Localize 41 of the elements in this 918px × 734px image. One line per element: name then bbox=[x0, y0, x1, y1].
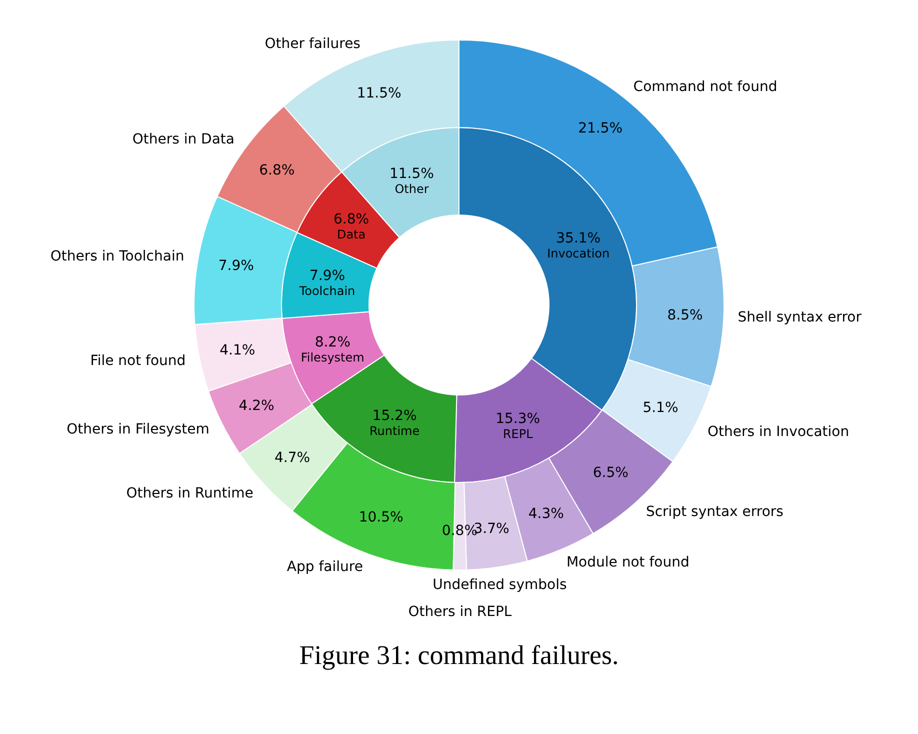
slice-label: REPL bbox=[502, 427, 534, 442]
slice-label: App failure bbox=[286, 558, 363, 575]
text: Figure 31: command failures. bbox=[298, 640, 620, 671]
slice-label: Runtime bbox=[370, 424, 420, 438]
slice-label: Others in Toolchain bbox=[50, 248, 184, 265]
data-label: 4.3% bbox=[528, 506, 564, 522]
data-label: 4.7% bbox=[274, 450, 310, 466]
slice-label: Other bbox=[394, 182, 429, 196]
data-label: 5.1% bbox=[642, 400, 678, 416]
data-label: 6.5% bbox=[592, 464, 628, 481]
data-label: 6.8% bbox=[259, 162, 295, 179]
data-label: 8.2% bbox=[314, 334, 350, 351]
data-label: 4.1% bbox=[220, 342, 256, 358]
slice-label: Others in Data bbox=[132, 131, 234, 148]
slice-label: Filesystem bbox=[300, 350, 364, 365]
data-label: 7.9% bbox=[309, 268, 346, 284]
slice-label: Invocation bbox=[547, 246, 610, 261]
slice-label: Others in Runtime bbox=[126, 486, 254, 502]
data-label: 35.1% bbox=[556, 230, 601, 247]
slice-label: Module not found bbox=[566, 554, 690, 570]
data-label: 8.5% bbox=[667, 307, 703, 324]
slice-label: Shell syntax error bbox=[738, 310, 862, 326]
slice-label: Others in Invocation bbox=[707, 424, 850, 440]
data-label: 6.8% bbox=[334, 212, 370, 228]
data-label: 15.2% bbox=[372, 408, 417, 424]
slice-label: Others in Filesystem bbox=[66, 422, 210, 438]
slice-label: Data bbox=[336, 228, 366, 242]
data-label: 7.9% bbox=[218, 258, 254, 274]
data-label: 11.5% bbox=[389, 166, 434, 182]
slice-label: Script syntax errors bbox=[646, 504, 784, 520]
slice-label: Undefined symbols bbox=[432, 577, 567, 594]
data-label: 10.5% bbox=[358, 509, 404, 526]
data-label: 15.3% bbox=[496, 411, 540, 428]
slice-label: File not found bbox=[90, 353, 186, 370]
data-label: 11.5% bbox=[356, 85, 402, 102]
slice-label: Others in REPL bbox=[408, 604, 512, 620]
slice-label: Other failures bbox=[264, 36, 360, 52]
slice-label: Command not found bbox=[633, 79, 778, 96]
slice-label: Toolchain bbox=[298, 284, 356, 298]
data-label: 21.5% bbox=[578, 120, 623, 136]
data-label: 4.2% bbox=[238, 398, 274, 414]
